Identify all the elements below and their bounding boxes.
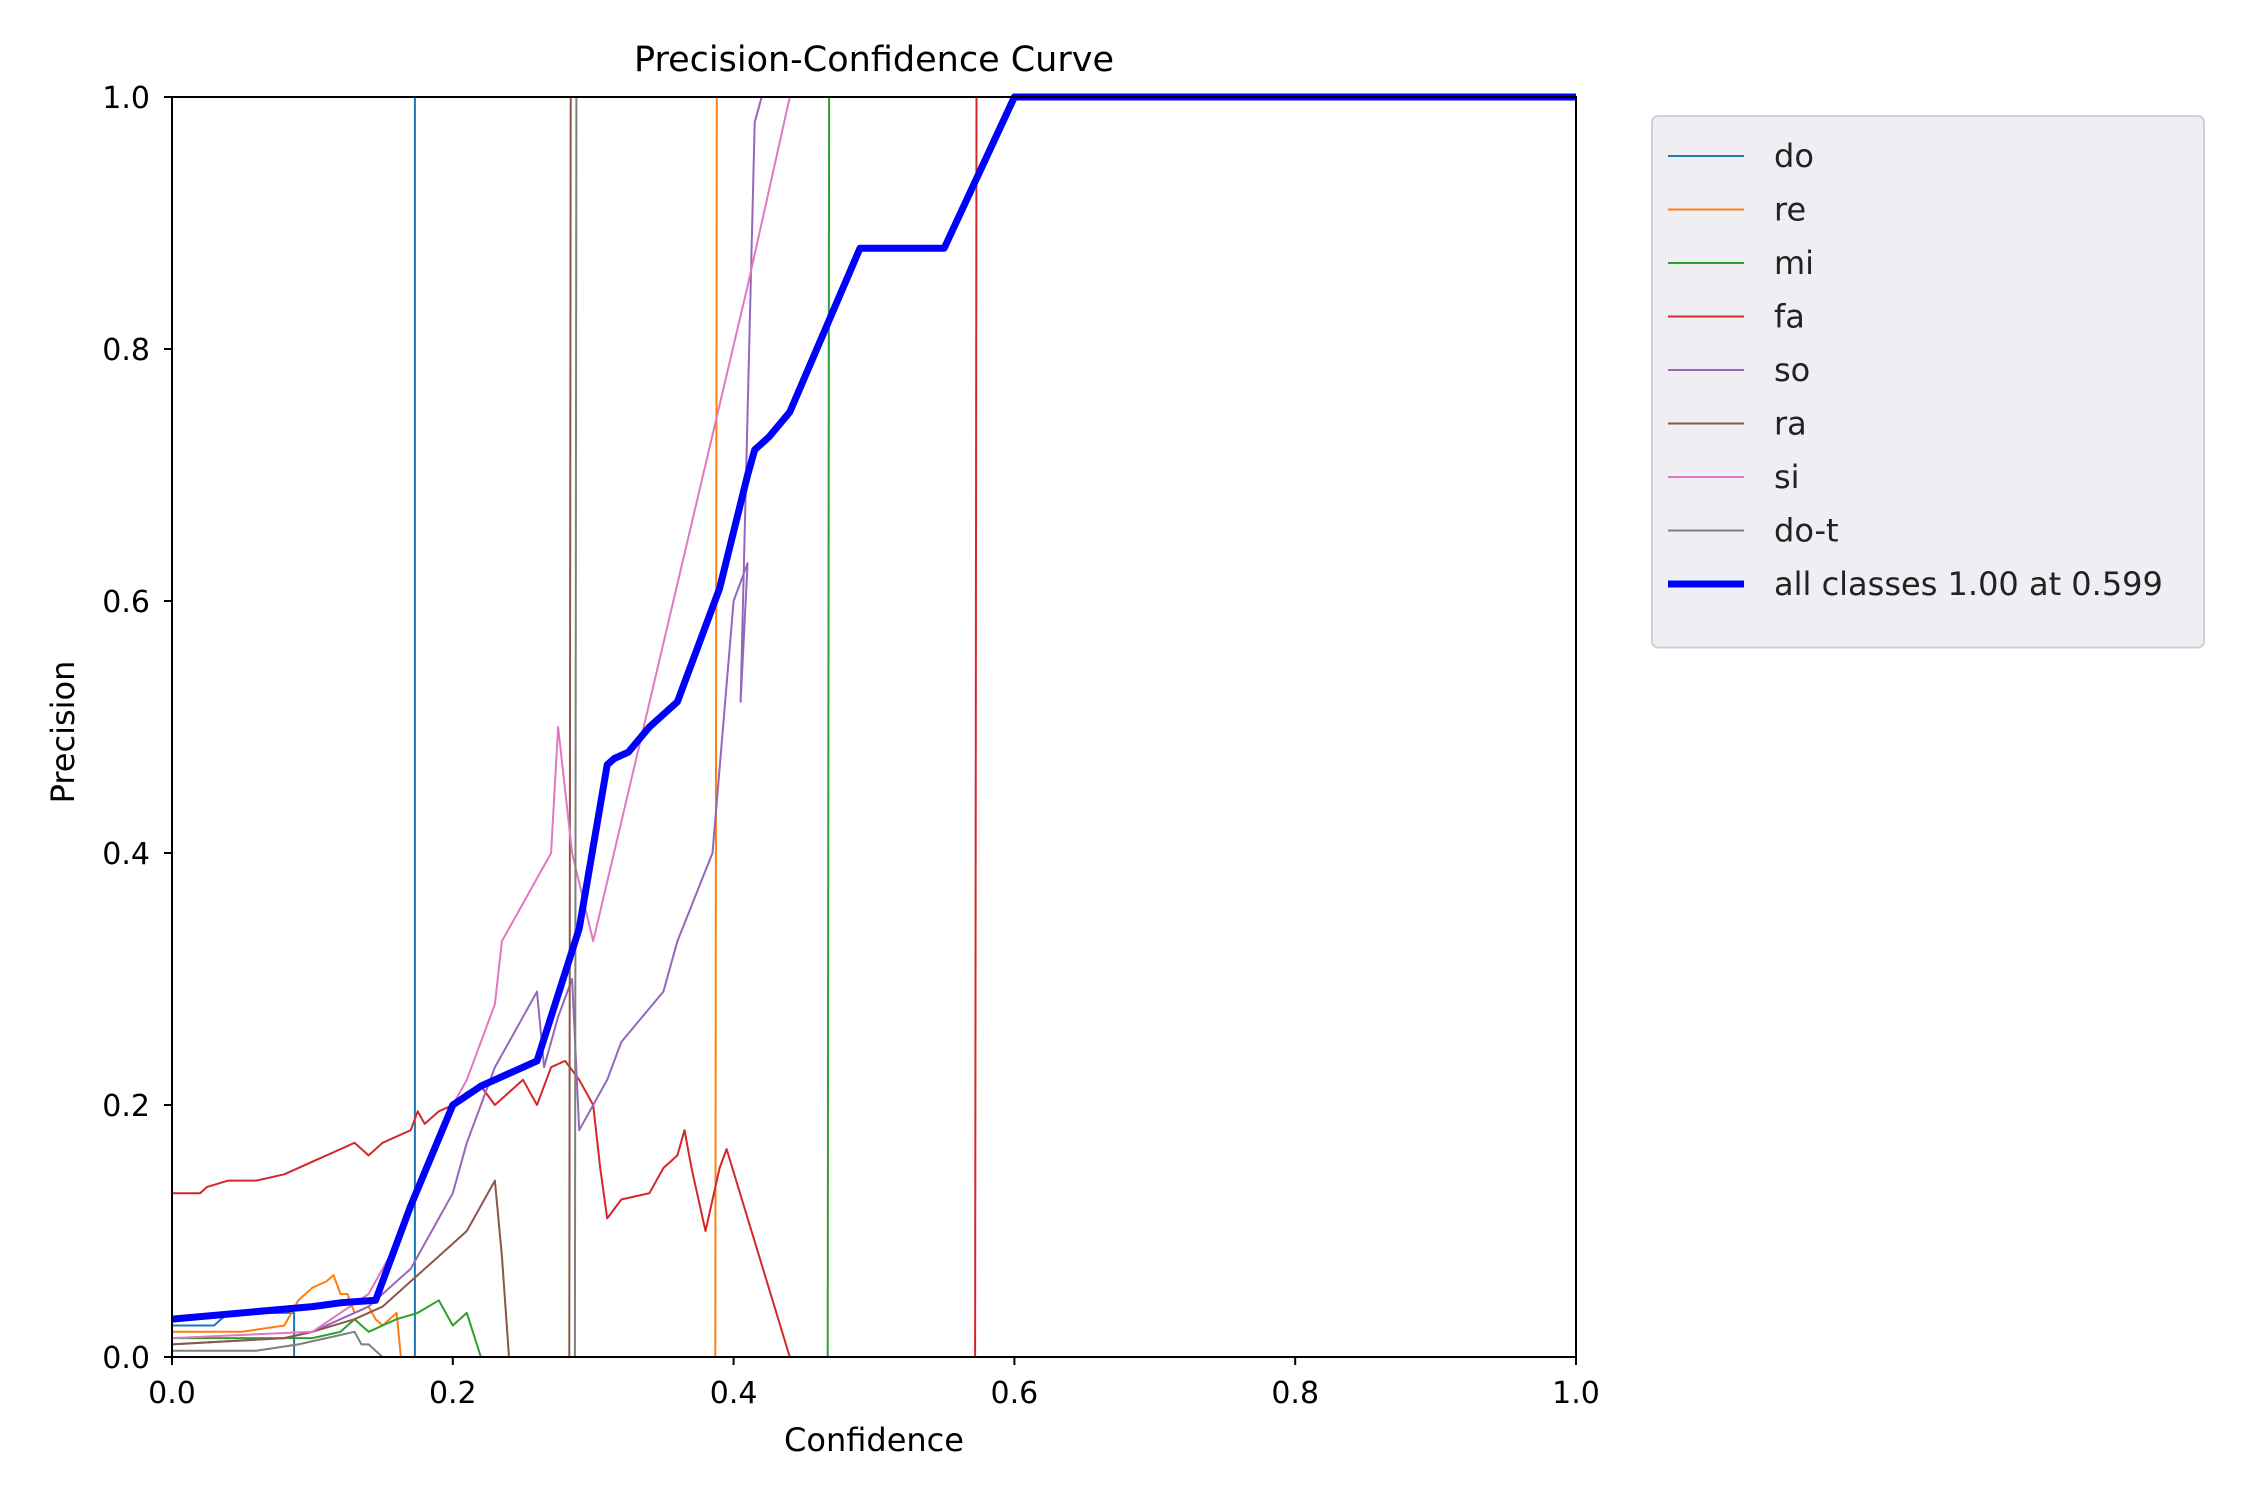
series-line-1 (172, 96, 1576, 1358)
y-tick-label: 1.0 (102, 81, 150, 116)
x-tick-label: 0.8 (1271, 1376, 1319, 1411)
series-line-6 (172, 96, 1576, 1358)
legend-label: all classes 1.00 at 0.599 (1774, 565, 2163, 603)
series-line-2 (172, 96, 1576, 1358)
axes-group: 0.0 0.2 0.4 0.6 0.8 1.0 0.0 0.2 0.4 0.6 0.8 1.0 (102, 81, 1600, 1411)
chart-title: Precision-Confidence Curve (634, 40, 1114, 80)
x-tick-label: 0.0 (148, 1376, 196, 1411)
x-tick-label: 0.6 (991, 1376, 1039, 1411)
legend: do re mi fa so ra si do-t all classes 1.00 at 0.… (1651, 115, 2205, 649)
series-line-3 (172, 96, 1576, 1358)
x-tick-label: 0.4 (710, 1376, 758, 1411)
legend-label: ra (1774, 405, 1807, 443)
plot-frame (171, 96, 1577, 1358)
series-line-8 (172, 96, 1576, 1358)
legend-box (1651, 115, 2205, 649)
series-line-4 (172, 96, 1576, 1358)
legend-label: so (1774, 351, 1810, 389)
series-line-5 (172, 96, 1576, 1346)
y-tick-label: 0.8 (102, 333, 150, 368)
series-group (172, 93, 1576, 1358)
legend-label: re (1774, 191, 1806, 229)
legend-label: si (1774, 458, 1800, 496)
x-axis-title: Confidence (784, 1421, 964, 1459)
y-tick-label: 0.6 (102, 585, 150, 620)
series-line-9 (172, 93, 1576, 1323)
y-tick-label: 0.4 (102, 837, 150, 872)
y-tick-label: 0.0 (102, 1341, 150, 1376)
x-tick-label: 1.0 (1552, 1376, 1600, 1411)
series-line-7 (172, 96, 1576, 1340)
legend-label: fa (1774, 298, 1805, 336)
y-tick-label: 0.2 (102, 1089, 150, 1124)
legend-label: do (1774, 137, 1814, 175)
y-axis-title: Precision (44, 661, 82, 804)
x-tick-label: 0.2 (429, 1376, 477, 1411)
legend-label: mi (1774, 244, 1814, 282)
legend-label: do-t (1774, 512, 1839, 550)
